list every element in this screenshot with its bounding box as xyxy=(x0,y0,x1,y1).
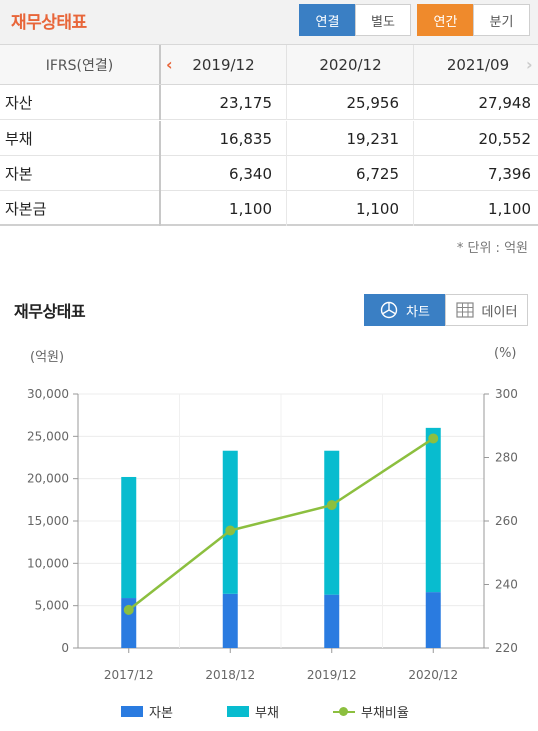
legend-label: 자본 xyxy=(149,706,173,721)
table-row: 자본금 1,100 1,100 1,100 xyxy=(0,191,538,226)
table-cell: 1,100 xyxy=(288,191,414,226)
bar-liability xyxy=(222,450,238,594)
table-icon xyxy=(455,302,474,318)
table-cell: 25,956 xyxy=(288,85,414,120)
legend-label: 부채 xyxy=(255,706,279,721)
x-tick-label: 2020/12 xyxy=(408,668,458,682)
column-header: 2021/09 xyxy=(446,55,510,74)
y-left-tick-label: 20,000 xyxy=(27,472,69,486)
table-cell: 20,552 xyxy=(478,129,532,148)
table-cell: 23,175 xyxy=(161,85,287,120)
x-tick-label: 2018/12 xyxy=(205,668,255,682)
y-left-tick-label: 10,000 xyxy=(27,556,69,570)
tab-separate[interactable]: 별도 xyxy=(355,4,411,36)
y-left-unit: (억원) xyxy=(30,350,65,365)
bar-equity xyxy=(222,593,238,648)
chevron-left-icon[interactable]: ‹ xyxy=(166,55,173,74)
chevron-right-icon[interactable]: › xyxy=(526,55,533,74)
header-bar: 재무상태표 연결 별도 연간 분기 xyxy=(0,0,538,44)
point-debt-ratio xyxy=(123,604,134,615)
legend-swatch xyxy=(227,706,249,717)
y-right-tick-label: 280 xyxy=(495,451,518,465)
legend-item-equity: 자본 xyxy=(121,702,173,721)
x-tick-label: 2017/12 xyxy=(104,668,154,682)
y-left-tick-label: 5,000 xyxy=(35,599,69,613)
y-left-tick-label: 30,000 xyxy=(27,387,69,401)
y-right-tick-label: 300 xyxy=(495,387,518,401)
point-debt-ratio xyxy=(326,500,337,511)
bar-liability xyxy=(425,427,441,593)
table-cell: 7,396 xyxy=(488,164,531,183)
legend-item-liability: 부채 xyxy=(227,702,279,721)
data-view-label: 데이터 xyxy=(481,304,518,320)
y-right-tick-label: 220 xyxy=(495,641,518,655)
unit-note: * 단위 : 억원 xyxy=(456,241,528,256)
y-right-tick-label: 240 xyxy=(495,578,518,592)
row-label: 자산 xyxy=(0,85,161,120)
legend-swatch xyxy=(121,706,143,717)
x-tick-label: 2019/12 xyxy=(307,668,357,682)
column-header: 2020/12 xyxy=(288,45,414,84)
table-cell: 19,231 xyxy=(288,121,414,156)
bar-liability xyxy=(121,476,137,599)
point-debt-ratio xyxy=(428,433,439,444)
bar-liability xyxy=(324,450,340,595)
table-header: IFRS(연결) 2019/12 2020/12 2021/09 ‹ › xyxy=(0,44,538,85)
table-cell: 1,100 xyxy=(488,199,531,218)
chart-title: 재무상태표 xyxy=(14,302,86,321)
table-row: 자산 23,175 25,956 27,948 xyxy=(0,85,538,120)
row-label: 자본 xyxy=(0,156,161,191)
legend-item-ratio: 부채비율 xyxy=(333,702,409,721)
y-left-tick-label: 15,000 xyxy=(27,514,69,528)
chart-view-button[interactable]: 차트 xyxy=(364,294,446,326)
tab-quarterly[interactable]: 분기 xyxy=(473,4,530,36)
page-title: 재무상태표 xyxy=(11,13,87,33)
data-view-button[interactable]: 데이터 xyxy=(445,294,528,326)
tab-annual[interactable]: 연간 xyxy=(417,4,474,36)
chart-view-label: 차트 xyxy=(406,304,430,320)
line-debt-ratio xyxy=(127,437,434,611)
table-cell: 1,100 xyxy=(161,191,287,226)
tab-consolidated[interactable]: 연결 xyxy=(299,4,356,36)
y-right-unit: (%) xyxy=(494,346,517,361)
table-cell: 27,948 xyxy=(478,93,532,112)
pie-chart-icon xyxy=(380,301,398,319)
balance-sheet-chart: 0 5,000 10,000 15,000 20,000 25,000 30,000 220 2… xyxy=(27,387,518,682)
table-row: 자본 6,340 6,725 7,396 xyxy=(0,156,538,191)
bar-equity xyxy=(425,592,441,648)
table-label-header: IFRS(연결) xyxy=(0,45,161,84)
legend-line-marker xyxy=(333,706,355,717)
y-left-tick-label: 25,000 xyxy=(27,429,69,443)
legend-label: 부채비율 xyxy=(361,706,409,721)
table-cell: 16,835 xyxy=(161,121,287,156)
row-label: 부채 xyxy=(0,121,161,156)
point-debt-ratio xyxy=(225,525,236,536)
table-cell: 6,725 xyxy=(288,156,414,191)
y-left-tick-label: 0 xyxy=(61,641,69,655)
row-label: 자본금 xyxy=(0,191,161,226)
table-cell: 6,340 xyxy=(161,156,287,191)
table-row: 부채 16,835 19,231 20,552 xyxy=(0,121,538,156)
y-right-tick-label: 260 xyxy=(495,514,518,528)
bar-equity xyxy=(324,594,340,648)
column-header: 2019/12 xyxy=(161,45,287,84)
